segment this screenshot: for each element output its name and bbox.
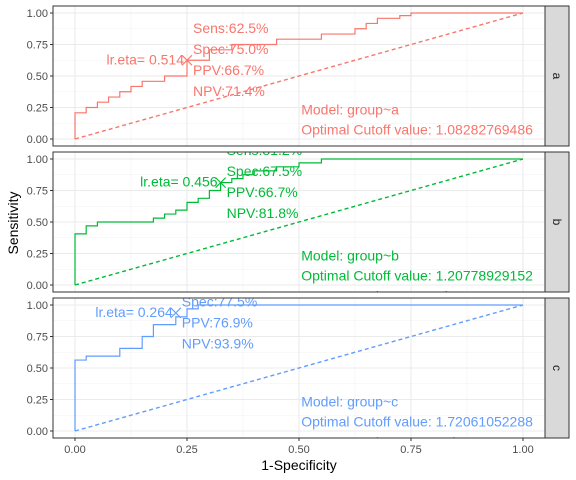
y-tick-label: 0.75 xyxy=(27,332,48,344)
facet-strip xyxy=(544,151,570,293)
x-tick-label: 0.75 xyxy=(400,444,421,456)
reference-diagonal-line xyxy=(74,12,524,140)
stat-label: NPV:93.9% xyxy=(182,335,254,351)
y-tick-label: 0.25 xyxy=(27,395,48,407)
x-tick-label: 1.00 xyxy=(512,444,533,456)
facet-strip xyxy=(544,297,570,439)
model-label: Model: group~a xyxy=(301,101,399,117)
cutoff-marker-stroke xyxy=(215,177,227,189)
cutoff-marker-stroke xyxy=(170,307,182,319)
x-tick-label: 0.50 xyxy=(288,444,309,456)
panel-annotations: lr.eta= 0.264Sens:93.8%Spec:77.5%PPV:76.… xyxy=(95,293,533,450)
panel-annotations: lr.eta= 0.514 Sens:62.5% Spec:75.0% PPV:66.… xyxy=(107,20,534,138)
cutoff-point-label: lr.eta= 0.514 xyxy=(107,51,185,67)
x-axis-title: 1-Specificity xyxy=(261,457,336,473)
panel-a: 0.00 0.25 0.50 0.75 1.00 lr.eta= 0.514 Sens:62… xyxy=(27,5,570,147)
facet-strip xyxy=(544,5,570,147)
roc-curve-c xyxy=(74,304,523,431)
y-tick-label: 0.50 xyxy=(27,71,48,83)
roc-curve-a xyxy=(74,12,523,139)
cutoff-marker-stroke xyxy=(181,54,193,66)
stat-label: PPV:66.7% xyxy=(227,184,298,200)
stat-label: PPV:66.7% xyxy=(193,62,264,78)
panel-c: 0.00 0.25 0.50 0.75 1.00 lr.eta= 0.264Sens:93… xyxy=(27,293,570,450)
stat-label: Sens:81.2% xyxy=(227,142,303,158)
stat-label: NPV:81.8% xyxy=(227,205,299,221)
stat-label: Spec:67.5% xyxy=(227,163,303,179)
y-tick-label: 0.75 xyxy=(27,40,48,52)
reference-diagonal-line xyxy=(74,158,524,286)
model-label: Model: group~c xyxy=(301,393,398,409)
x-tick-label: 0.00 xyxy=(64,444,85,456)
stat-label: Sens:62.5% xyxy=(193,20,269,36)
y-tick-label: 0.50 xyxy=(27,217,48,229)
y-tick-label: 0.00 xyxy=(27,134,48,146)
y-tick-label: 0.00 xyxy=(27,426,48,438)
panel-b: 0.00 0.25 0.50 0.75 1.00 lr.eta= 0.456 Sens:81… xyxy=(27,142,570,304)
y-tick-label: 0.75 xyxy=(27,186,48,198)
optimal-cutoff-label: Optimal Cutoff value: 1.20778929152 xyxy=(301,268,533,284)
auc-label: AUC: 0.924(0.868-0.981) , p < 0.001 xyxy=(301,434,528,450)
cutoff-point-marker xyxy=(170,307,182,319)
y-axis-title: Sensitivity xyxy=(5,191,21,254)
facet-strip-label: a xyxy=(550,73,564,80)
y-tick-label: 0.00 xyxy=(27,280,48,292)
cutoff-point-marker xyxy=(215,177,227,189)
facet-strip-label: c xyxy=(550,365,564,371)
stat-label: NPV:71.4% xyxy=(193,83,265,99)
y-tick-label: 0.25 xyxy=(27,103,48,115)
model-label: Model: group~b xyxy=(301,247,399,263)
stat-label: Spec:75.0% xyxy=(193,41,269,57)
cutoff-point-label: lr.eta= 0.456 xyxy=(140,174,218,190)
x-tick-label: 0.25 xyxy=(176,444,197,456)
optimal-cutoff-label: Optimal Cutoff value: 1.72061052288 xyxy=(301,414,533,430)
y-tick-label: 1.00 xyxy=(27,154,48,166)
auc-label: AUC: 0.823(0.73-0.917) , p < 0.001 xyxy=(301,288,520,304)
y-tick-label: 1.00 xyxy=(27,8,48,20)
roc-curve-b xyxy=(74,158,523,285)
stat-label: PPV:76.9% xyxy=(182,314,253,330)
optimal-cutoff-label: Optimal Cutoff value: 1.08282769486 xyxy=(301,122,533,138)
facet-strip-label: b xyxy=(550,219,564,226)
y-tick-label: 0.25 xyxy=(27,249,48,261)
reference-diagonal-line xyxy=(74,304,524,432)
y-tick-label: 0.50 xyxy=(27,363,48,375)
cutoff-point-label: lr.eta= 0.264 xyxy=(95,304,173,320)
cutoff-point-marker xyxy=(181,54,193,66)
panel-annotations: lr.eta= 0.456 Sens:81.2% Spec:67.5% PPV:66.… xyxy=(140,142,533,304)
stat-label: Spec:77.5% xyxy=(182,293,257,309)
y-tick-label: 1.00 xyxy=(27,300,48,312)
